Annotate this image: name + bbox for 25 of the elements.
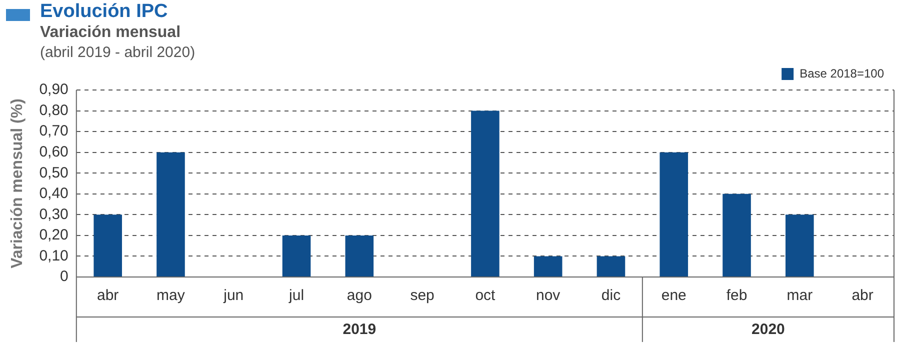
y-tick-label: 0,40 <box>39 185 68 202</box>
y-tick-label: 0,70 <box>39 122 68 140</box>
y-tick-label: 0,80 <box>39 102 68 119</box>
bar <box>94 214 122 276</box>
chart-title: Evolución IPC <box>40 1 168 23</box>
bar <box>345 235 374 276</box>
bar <box>660 152 688 276</box>
y-tick-label: 0,30 <box>39 206 68 223</box>
bar <box>471 110 500 276</box>
y-tick-label: 0,20 <box>39 226 68 244</box>
bar <box>786 214 814 276</box>
bar <box>282 235 311 276</box>
legend-label: Base 2018=100 <box>800 66 884 80</box>
text: (abril 2019 - abril 2020) <box>40 44 196 61</box>
bar <box>596 256 626 276</box>
y-tick-label: 0,90 <box>39 81 68 98</box>
bar <box>534 256 562 276</box>
chart-subtitle: Variación mensual <box>40 24 181 42</box>
y-tick-label: 0 <box>60 268 68 286</box>
bar <box>156 152 185 276</box>
bar <box>722 194 751 276</box>
y-tick-label: 0,50 <box>39 164 68 182</box>
y-tick-label: 0,10 <box>39 247 68 264</box>
y-axis-title: Variación mensual (%) <box>9 98 26 268</box>
y-tick-label: 0,60 <box>39 143 68 160</box>
